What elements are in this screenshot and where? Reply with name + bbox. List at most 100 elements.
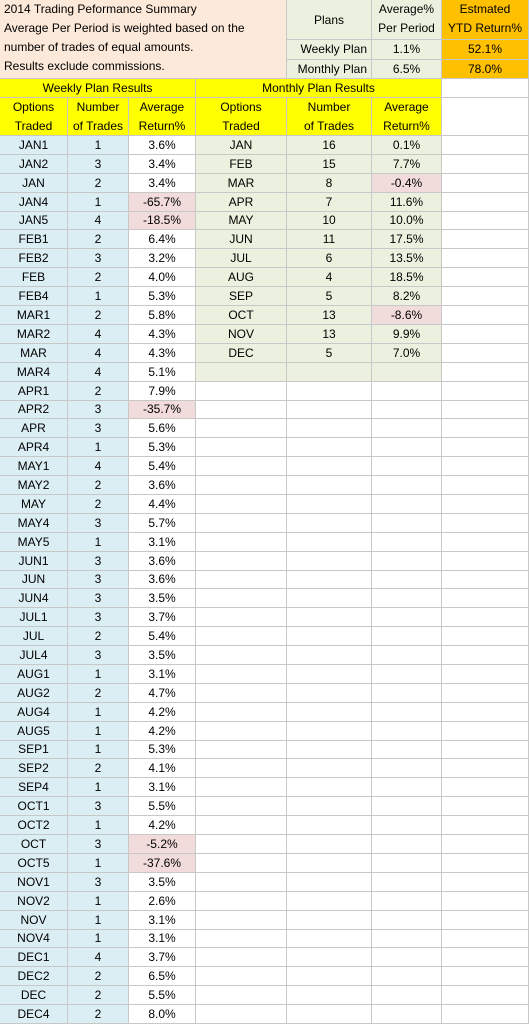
empty-cell[interactable] <box>372 476 442 495</box>
weekly-return-cell[interactable]: 6.4% <box>129 230 196 249</box>
weekly-return-cell[interactable]: 4.1% <box>129 759 196 778</box>
monthly-trades-cell[interactable] <box>287 363 372 382</box>
empty-cell[interactable] <box>372 589 442 608</box>
weekly-return-cell[interactable]: 3.6% <box>129 476 196 495</box>
empty-cell[interactable] <box>442 1005 529 1024</box>
weekly-trades-cell[interactable]: 2 <box>68 759 129 778</box>
empty-cell[interactable] <box>442 306 529 325</box>
weekly-trades-cell[interactable]: 4 <box>68 363 129 382</box>
weekly-trades-cell[interactable]: 1 <box>68 854 129 873</box>
weekly-trades-cell[interactable]: 4 <box>68 344 129 363</box>
empty-cell[interactable] <box>287 401 372 419</box>
empty-cell[interactable] <box>196 778 287 797</box>
weekly-option-cell[interactable]: DEC1 <box>0 948 68 967</box>
empty-cell[interactable] <box>372 778 442 797</box>
weekly-trades-cell[interactable]: 1 <box>68 533 129 552</box>
weekly-return-cell[interactable]: 4.0% <box>129 268 196 287</box>
empty-cell[interactable] <box>287 986 372 1005</box>
weekly-option-cell[interactable]: FEB <box>0 268 68 287</box>
empty-cell[interactable] <box>372 911 442 930</box>
empty-cell[interactable] <box>196 382 287 401</box>
empty-cell[interactable] <box>372 608 442 627</box>
empty-cell[interactable] <box>442 646 529 665</box>
weekly-return-cell[interactable]: -35.7% <box>129 401 196 419</box>
empty-cell[interactable] <box>372 533 442 552</box>
empty-cell[interactable] <box>287 627 372 646</box>
weekly-trades-cell[interactable]: 2 <box>68 967 129 986</box>
empty-cell[interactable] <box>287 646 372 665</box>
empty-cell[interactable] <box>372 646 442 665</box>
weekly-return-cell[interactable]: 3.5% <box>129 589 196 608</box>
weekly-trades-cell[interactable]: 1 <box>68 741 129 759</box>
weekly-return-cell[interactable]: 5.5% <box>129 986 196 1005</box>
weekly-trades-cell[interactable]: 3 <box>68 646 129 665</box>
empty-cell[interactable] <box>442 533 529 552</box>
weekly-option-cell[interactable]: DEC2 <box>0 967 68 986</box>
monthly-trades-cell[interactable]: 13 <box>287 306 372 325</box>
weekly-option-cell[interactable]: MAY2 <box>0 476 68 495</box>
empty-cell[interactable] <box>372 401 442 419</box>
empty-cell[interactable] <box>287 948 372 967</box>
empty-cell[interactable] <box>442 627 529 646</box>
empty-cell[interactable] <box>372 665 442 684</box>
empty-cell[interactable] <box>442 401 529 419</box>
weekly-trades-cell[interactable]: 3 <box>68 552 129 571</box>
weekly-trades-cell[interactable]: 4 <box>68 948 129 967</box>
weekly-trades-cell[interactable]: 3 <box>68 589 129 608</box>
weekly-option-cell[interactable]: APR4 <box>0 438 68 457</box>
weekly-trades-cell[interactable]: 4 <box>68 325 129 344</box>
weekly-option-cell[interactable]: MAY4 <box>0 514 68 533</box>
weekly-return-cell[interactable]: 5.1% <box>129 363 196 382</box>
weekly-trades-cell[interactable]: 2 <box>68 268 129 287</box>
weekly-option-cell[interactable]: OCT1 <box>0 797 68 816</box>
empty-cell[interactable] <box>372 986 442 1005</box>
empty-cell[interactable] <box>442 419 529 438</box>
empty-cell[interactable] <box>196 873 287 892</box>
empty-cell[interactable] <box>372 930 442 948</box>
empty-cell[interactable] <box>372 797 442 816</box>
empty-cell[interactable] <box>287 514 372 533</box>
empty-cell[interactable] <box>287 967 372 986</box>
weekly-trades-cell[interactable]: 3 <box>68 571 129 589</box>
weekly-return-cell[interactable]: 5.4% <box>129 457 196 476</box>
empty-cell[interactable] <box>442 476 529 495</box>
empty-cell[interactable] <box>442 892 529 911</box>
weekly-return-cell[interactable]: 5.6% <box>129 419 196 438</box>
empty-cell[interactable] <box>287 382 372 401</box>
empty-cell[interactable] <box>372 967 442 986</box>
empty-cell[interactable] <box>372 457 442 476</box>
weekly-trades-cell[interactable]: 2 <box>68 230 129 249</box>
weekly-option-cell[interactable]: JAN4 <box>0 193 68 212</box>
monthly-trades-cell[interactable]: 7 <box>287 193 372 212</box>
empty-cell[interactable] <box>442 79 529 98</box>
empty-cell[interactable] <box>442 268 529 287</box>
empty-cell[interactable] <box>372 419 442 438</box>
weekly-return-cell[interactable]: -5.2% <box>129 835 196 854</box>
weekly-return-cell[interactable]: 5.7% <box>129 514 196 533</box>
weekly-option-cell[interactable]: NOV2 <box>0 892 68 911</box>
empty-cell[interactable] <box>442 230 529 249</box>
empty-cell[interactable] <box>372 854 442 873</box>
weekly-trades-cell[interactable]: 4 <box>68 212 129 230</box>
monthly-trades-cell[interactable]: 8 <box>287 174 372 193</box>
empty-cell[interactable] <box>442 911 529 930</box>
weekly-trades-cell[interactable]: 2 <box>68 174 129 193</box>
weekly-return-cell[interactable]: 7.9% <box>129 382 196 401</box>
empty-cell[interactable] <box>442 854 529 873</box>
weekly-return-cell[interactable]: 3.6% <box>129 571 196 589</box>
weekly-return-cell[interactable]: -65.7% <box>129 193 196 212</box>
weekly-option-cell[interactable]: AUG2 <box>0 684 68 703</box>
weekly-trades-cell[interactable]: 1 <box>68 136 129 155</box>
empty-cell[interactable] <box>196 589 287 608</box>
weekly-return-cell[interactable]: 4.3% <box>129 325 196 344</box>
empty-cell[interactable] <box>442 873 529 892</box>
weekly-return-cell[interactable]: 3.1% <box>129 778 196 797</box>
weekly-option-cell[interactable]: MAR1 <box>0 306 68 325</box>
empty-cell[interactable] <box>372 835 442 854</box>
weekly-option-cell[interactable]: MAY5 <box>0 533 68 552</box>
weekly-option-cell[interactable]: SEP1 <box>0 741 68 759</box>
weekly-trades-cell[interactable]: 2 <box>68 627 129 646</box>
monthly-trades-cell[interactable]: 6 <box>287 249 372 268</box>
weekly-return-cell[interactable]: 5.3% <box>129 287 196 306</box>
monthly-return-cell[interactable]: 7.0% <box>372 344 442 363</box>
